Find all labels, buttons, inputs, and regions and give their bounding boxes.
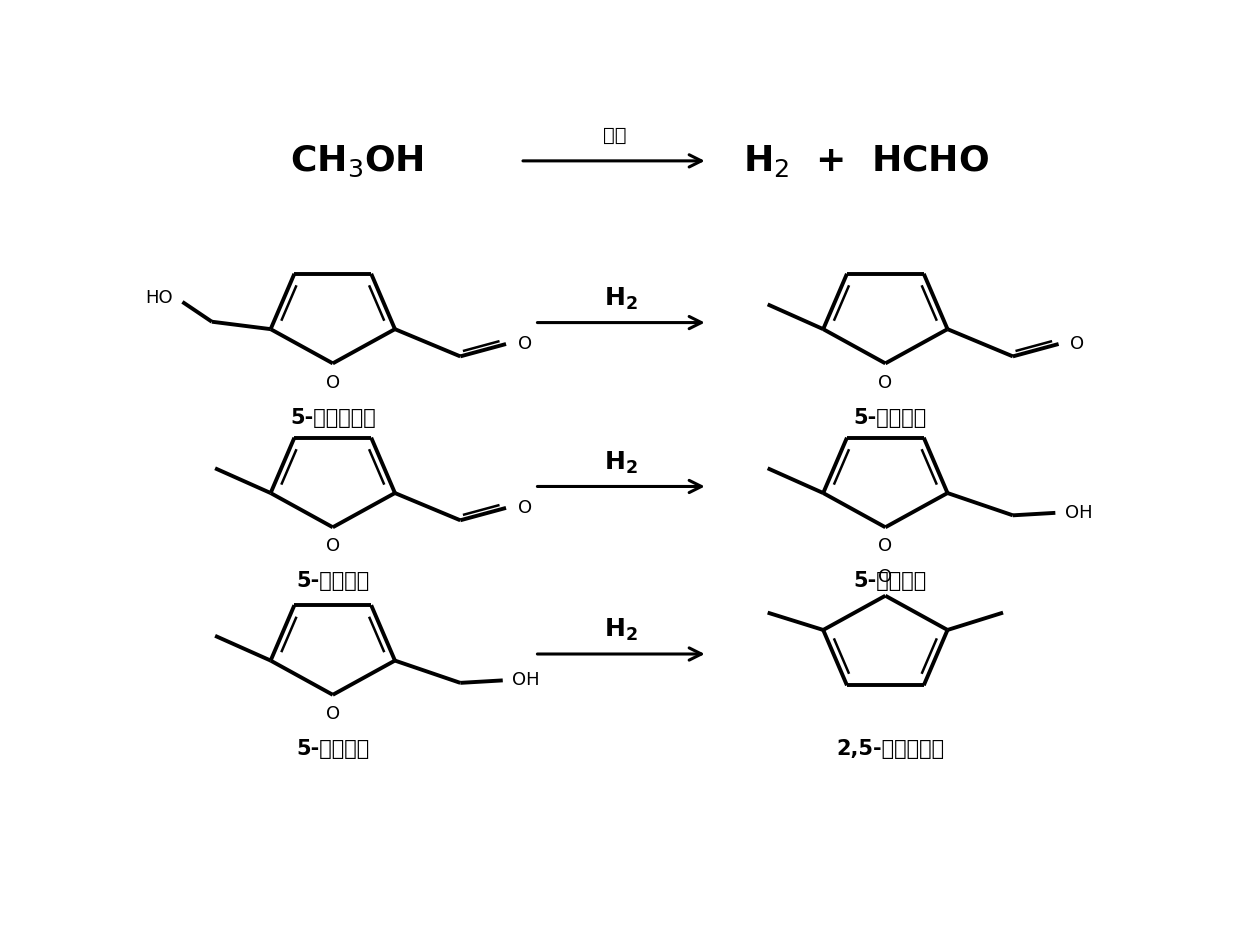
Text: $\mathbf{H_2}$: $\mathbf{H_2}$	[604, 617, 639, 643]
Text: 脱氢: 脱氢	[603, 126, 626, 145]
Text: H$_2$  +  HCHO: H$_2$ + HCHO	[743, 143, 990, 179]
Text: 5-羟甲基糠醛: 5-羟甲基糠醛	[290, 408, 376, 428]
Text: O: O	[326, 537, 340, 555]
Text: 2,5-二甲基糠醇: 2,5-二甲基糠醇	[836, 739, 944, 759]
Text: OH: OH	[1065, 504, 1092, 522]
Text: O: O	[326, 705, 340, 723]
Text: 5-甲基糠醇: 5-甲基糠醇	[296, 739, 370, 759]
Text: O: O	[517, 499, 532, 517]
Text: O: O	[517, 335, 532, 353]
Text: O: O	[878, 568, 893, 586]
Text: $\mathbf{H_2}$: $\mathbf{H_2}$	[604, 286, 639, 311]
Text: CH$_3$OH: CH$_3$OH	[290, 143, 424, 179]
Text: $\mathbf{H_2}$: $\mathbf{H_2}$	[604, 449, 639, 476]
Text: O: O	[1070, 335, 1084, 353]
Text: O: O	[878, 374, 893, 392]
Text: OH: OH	[512, 672, 539, 690]
Text: 5-甲基糠醛: 5-甲基糠醛	[853, 408, 926, 428]
Text: 5-甲基糠醇: 5-甲基糠醇	[853, 571, 926, 591]
Text: HO: HO	[145, 289, 172, 307]
Text: O: O	[878, 537, 893, 555]
Text: 5-甲基糠醛: 5-甲基糠醛	[296, 571, 370, 591]
Text: O: O	[326, 374, 340, 392]
